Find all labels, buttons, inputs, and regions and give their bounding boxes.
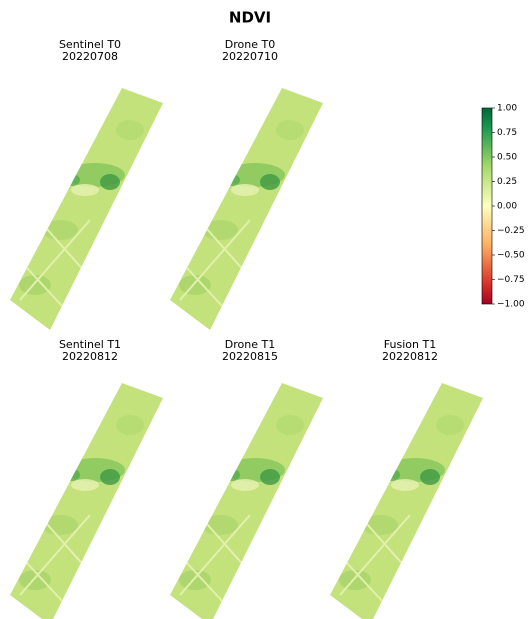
colorbar-tick-label: 0.50 [497, 153, 517, 163]
colorbar-tick-label: −0.75 [497, 275, 525, 285]
ndvi-map [160, 80, 330, 340]
panel-date: 20220710 [222, 50, 278, 63]
ndvi-map [0, 80, 170, 340]
ndvi-map [160, 375, 330, 619]
colorbar-tick-label: −0.25 [497, 226, 525, 236]
panel-date: 20220812 [62, 350, 118, 363]
panel-date: 20220812 [382, 350, 438, 363]
figure-title: NDVI [229, 9, 271, 27]
colorbar [482, 108, 492, 304]
colorbar-tick-label: −0.50 [497, 251, 525, 261]
colorbar-tick-label: 0.25 [497, 177, 517, 187]
colorbar-tick-label: 0.00 [497, 202, 517, 212]
ndvi-map [0, 375, 170, 619]
colorbar-tick-label: 1.00 [497, 104, 517, 114]
colorbar-tick-label: −1.00 [497, 300, 525, 310]
panel-date: 20220708 [62, 50, 118, 63]
ndvi-map [320, 375, 490, 619]
figure: NDVI Sentinel T020220708Drone T020220710… [0, 0, 531, 619]
colorbar-tick-label: 0.75 [497, 128, 517, 138]
panel-date: 20220815 [222, 350, 278, 363]
